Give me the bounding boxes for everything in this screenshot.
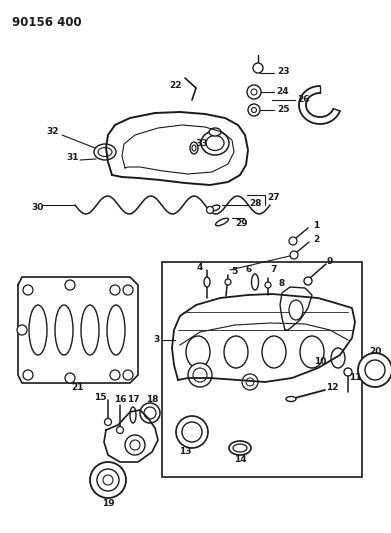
Text: 26: 26 [297,94,309,103]
Ellipse shape [215,219,228,226]
Ellipse shape [233,444,247,452]
Text: 1: 1 [313,221,319,230]
Circle shape [225,279,231,285]
Ellipse shape [251,274,258,290]
Ellipse shape [300,336,324,368]
Circle shape [23,285,33,295]
Text: 21: 21 [72,384,84,392]
Ellipse shape [107,305,125,355]
Text: 27: 27 [268,193,280,203]
Text: 14: 14 [234,456,246,464]
Circle shape [130,440,140,450]
Circle shape [17,325,27,335]
Circle shape [247,85,261,99]
Text: 31: 31 [67,154,79,163]
Circle shape [246,378,254,386]
Text: 90156 400: 90156 400 [12,16,82,29]
Text: 32: 32 [47,127,59,136]
Text: 9: 9 [327,256,333,265]
Circle shape [193,368,207,382]
Text: 4: 4 [197,263,203,272]
Ellipse shape [186,336,210,368]
Circle shape [144,407,156,419]
Ellipse shape [55,305,73,355]
Bar [162,262,362,477]
Ellipse shape [224,336,248,368]
Circle shape [125,435,145,455]
Circle shape [23,370,33,380]
Text: 16: 16 [114,395,126,405]
Circle shape [123,370,133,380]
Text: 12: 12 [326,384,338,392]
Circle shape [242,374,258,390]
Text: 6: 6 [246,265,252,274]
Circle shape [90,462,126,498]
Circle shape [344,368,352,376]
Text: 5: 5 [231,268,237,277]
Circle shape [251,89,257,95]
Ellipse shape [98,148,112,157]
Text: 17: 17 [127,395,139,405]
Ellipse shape [210,205,220,211]
Text: 28: 28 [249,199,261,208]
Circle shape [251,108,256,112]
Circle shape [289,237,297,245]
Text: 30: 30 [32,204,44,213]
Circle shape [104,418,111,425]
Text: 2: 2 [313,235,319,244]
Ellipse shape [286,397,296,401]
Circle shape [110,370,120,380]
Text: 18: 18 [146,395,158,405]
Ellipse shape [130,407,136,423]
Ellipse shape [206,135,224,150]
Circle shape [65,373,75,383]
Text: 8: 8 [279,279,285,287]
Circle shape [110,285,120,295]
Text: 33: 33 [196,139,208,148]
Ellipse shape [201,131,229,155]
Ellipse shape [192,145,196,151]
Text: 24: 24 [277,86,289,95]
Text: 20: 20 [369,348,381,357]
Circle shape [358,353,391,387]
Ellipse shape [190,142,198,154]
Circle shape [248,104,260,116]
Circle shape [304,277,312,285]
Text: 19: 19 [102,498,114,507]
Ellipse shape [81,305,99,355]
Circle shape [265,282,271,288]
Circle shape [140,403,160,423]
Ellipse shape [229,441,251,455]
Text: 10: 10 [314,358,326,367]
Text: 22: 22 [169,80,181,90]
Circle shape [176,416,208,448]
Text: 11: 11 [349,374,361,383]
Circle shape [290,251,298,259]
Text: 3: 3 [154,335,160,344]
Ellipse shape [289,300,303,320]
Ellipse shape [94,144,116,160]
Circle shape [97,469,119,491]
Text: 7: 7 [271,265,277,274]
Text: 29: 29 [236,220,248,229]
Text: 15: 15 [94,392,106,401]
Circle shape [117,426,124,433]
Circle shape [188,363,212,387]
Text: 23: 23 [277,67,289,76]
Ellipse shape [29,305,47,355]
Ellipse shape [204,277,210,287]
Ellipse shape [209,128,221,136]
Text: 25: 25 [277,104,289,114]
Circle shape [365,360,385,380]
Ellipse shape [262,336,286,368]
Circle shape [206,206,213,214]
Ellipse shape [331,348,345,368]
Circle shape [253,63,263,73]
Circle shape [103,475,113,485]
Circle shape [65,280,75,290]
Text: 13: 13 [179,448,191,456]
Circle shape [182,422,202,442]
Circle shape [123,285,133,295]
